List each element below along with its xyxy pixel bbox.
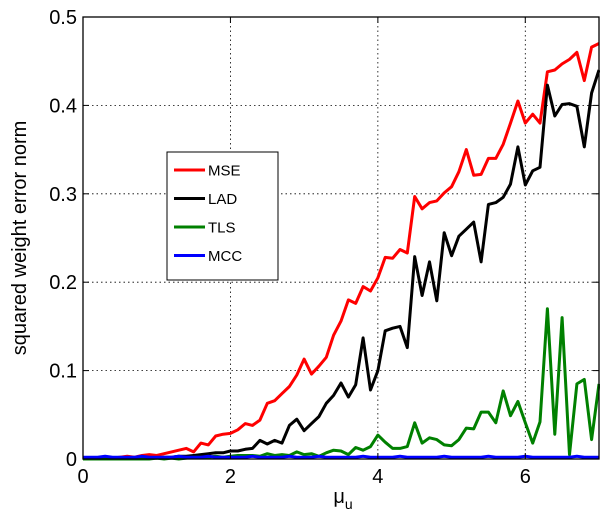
x-tick-label: 6: [520, 466, 531, 488]
x-tick-label: 2: [225, 466, 236, 488]
y-tick-label: 0.2: [49, 272, 77, 294]
x-tick-label: 0: [77, 466, 88, 488]
svg-text:μu: μu: [333, 486, 352, 512]
y-tick-label: 0.4: [49, 95, 77, 117]
y-tick-label: 0.3: [49, 184, 77, 206]
legend-label-lad: LAD: [208, 191, 237, 208]
y-tick-label: 0: [66, 449, 77, 471]
y-tick-label: 0.1: [49, 361, 77, 383]
x-tick-label: 4: [372, 466, 383, 488]
x-axis-title-main: μ: [333, 486, 345, 508]
series-line-mse: [83, 42, 600, 461]
axis-ticks: 0 2 4 6 0 0.1 0.2 0.3 0.4 0.5: [49, 7, 599, 488]
plot-frame: [82, 16, 600, 460]
series-line-mcc: [83, 454, 599, 459]
legend-box: [166, 151, 279, 281]
y-tick-label: 0.5: [49, 7, 77, 29]
legend-label-mse: MSE: [208, 163, 241, 180]
y-axis-title: squared weight error norm: [9, 121, 31, 356]
x-axis-title: μu: [333, 486, 352, 512]
legend: MSE LAD TLS MCC: [166, 151, 279, 281]
legend-label-tls: TLS: [208, 220, 236, 237]
legend-label-mcc: MCC: [208, 248, 242, 265]
x-axis-title-subscript: u: [345, 496, 353, 512]
